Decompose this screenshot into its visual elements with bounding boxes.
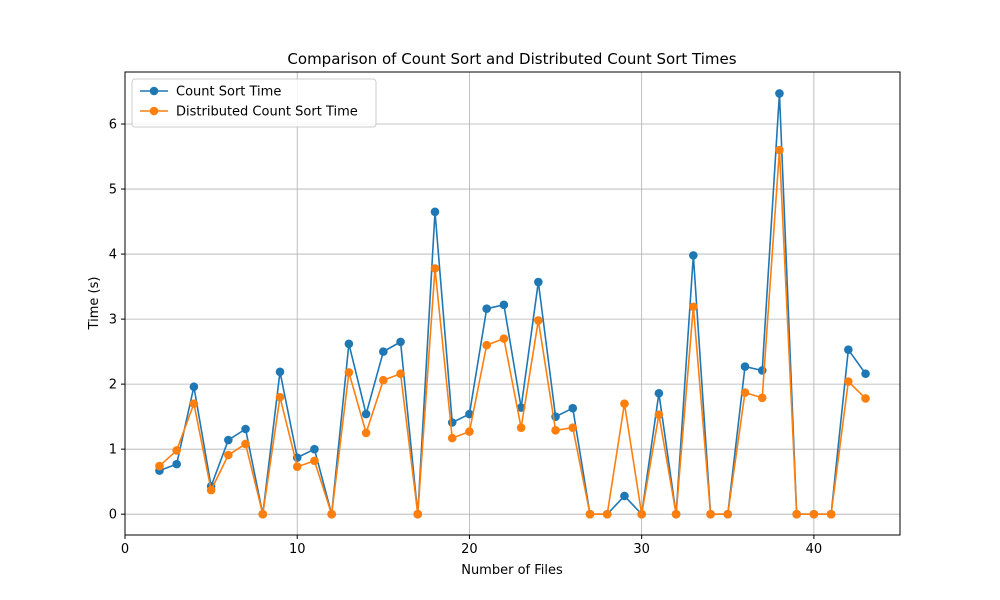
series-1 bbox=[155, 89, 870, 519]
data-point bbox=[241, 424, 250, 434]
y-tick-label: 1 bbox=[109, 443, 117, 458]
data-point bbox=[844, 377, 853, 386]
data-point bbox=[654, 410, 664, 419]
data-point bbox=[740, 362, 750, 371]
data-point bbox=[310, 456, 319, 466]
data-point bbox=[499, 334, 509, 343]
y-tick-label: 4 bbox=[109, 248, 117, 263]
data-point bbox=[602, 509, 612, 519]
data-point bbox=[637, 509, 646, 519]
data-point bbox=[775, 89, 784, 98]
data-point bbox=[757, 393, 767, 403]
legend-item: Distributed Count Sort Time bbox=[140, 105, 358, 120]
data-point bbox=[361, 409, 371, 419]
data-point bbox=[757, 366, 767, 375]
data-point bbox=[361, 428, 371, 438]
chart-title: Comparison of Count Sort and Distributed… bbox=[287, 50, 736, 68]
data-point bbox=[172, 446, 181, 455]
data-point bbox=[396, 369, 405, 379]
data-point bbox=[327, 509, 336, 519]
data-point bbox=[447, 433, 457, 443]
legend-marker bbox=[149, 106, 159, 116]
data-point bbox=[740, 388, 750, 397]
data-point bbox=[396, 337, 405, 347]
x-axis-label: Number of Files bbox=[461, 563, 563, 578]
data-point bbox=[775, 145, 784, 155]
y-axis-label: Time (s) bbox=[87, 277, 102, 331]
y-tick-label: 0 bbox=[109, 508, 117, 523]
data-point bbox=[792, 509, 801, 519]
data-point bbox=[568, 403, 578, 413]
series-layer bbox=[155, 89, 870, 519]
data-point bbox=[551, 426, 560, 435]
data-point bbox=[861, 394, 870, 403]
plot-frame bbox=[124, 71, 901, 536]
data-point bbox=[689, 302, 698, 312]
data-point bbox=[224, 435, 233, 445]
data-point bbox=[344, 368, 354, 377]
x-tick-label: 30 bbox=[633, 542, 650, 557]
data-point bbox=[809, 509, 819, 519]
data-point bbox=[499, 300, 509, 310]
data-point bbox=[275, 392, 285, 402]
data-point bbox=[275, 367, 285, 377]
x-tick-label: 20 bbox=[461, 542, 478, 557]
data-point bbox=[654, 388, 664, 398]
data-point bbox=[861, 369, 870, 379]
data-point bbox=[258, 509, 268, 519]
data-point bbox=[379, 347, 388, 356]
data-point bbox=[826, 509, 836, 519]
data-point bbox=[516, 423, 526, 433]
data-point bbox=[534, 316, 543, 325]
data-point bbox=[482, 340, 491, 350]
data-point bbox=[844, 345, 853, 354]
y-tick-label: 3 bbox=[109, 313, 117, 328]
data-point bbox=[430, 264, 440, 273]
grid bbox=[124, 72, 900, 535]
data-point bbox=[620, 399, 629, 408]
legend-marker bbox=[149, 86, 159, 96]
data-point bbox=[155, 461, 164, 471]
y-tick-label: 2 bbox=[109, 378, 117, 393]
data-point bbox=[413, 509, 423, 519]
data-point bbox=[447, 418, 457, 427]
series-line bbox=[159, 92, 867, 515]
series-line bbox=[158, 149, 867, 515]
data-point bbox=[465, 427, 474, 436]
data-point bbox=[689, 251, 698, 260]
data-point bbox=[379, 375, 388, 385]
data-point bbox=[344, 339, 354, 349]
legend-label: Distributed Count Sort Time bbox=[176, 105, 358, 120]
data-point bbox=[172, 459, 181, 469]
data-point bbox=[723, 509, 733, 519]
legend-box bbox=[131, 78, 377, 128]
data-point bbox=[224, 450, 233, 460]
data-point bbox=[585, 509, 595, 519]
data-point bbox=[292, 462, 302, 472]
series-2 bbox=[155, 145, 870, 519]
data-point bbox=[482, 304, 491, 314]
data-point bbox=[310, 444, 319, 454]
legend-label: Count Sort Time bbox=[176, 85, 281, 100]
x-tick-label: 10 bbox=[289, 542, 306, 557]
data-point bbox=[206, 485, 216, 495]
data-point bbox=[189, 399, 199, 408]
legend: Count Sort Time Distributed Count Sort Ti… bbox=[131, 78, 377, 128]
data-point bbox=[465, 409, 474, 419]
y-tick-label: 6 bbox=[109, 118, 117, 133]
axis-ticks: 0 10 20 30 40 0 1 2 3 4 5 6 bbox=[109, 118, 822, 557]
data-point bbox=[241, 439, 250, 449]
x-tick-label: 40 bbox=[806, 542, 823, 557]
data-point bbox=[568, 423, 578, 433]
x-tick-label: 0 bbox=[121, 542, 129, 557]
data-point bbox=[620, 491, 629, 501]
y-tick-label: 5 bbox=[109, 183, 117, 198]
data-point bbox=[706, 509, 715, 519]
data-point bbox=[534, 277, 543, 287]
data-point bbox=[189, 382, 199, 392]
legend-item: Count Sort Time bbox=[140, 85, 281, 100]
data-point bbox=[430, 207, 440, 217]
data-point bbox=[671, 509, 681, 519]
